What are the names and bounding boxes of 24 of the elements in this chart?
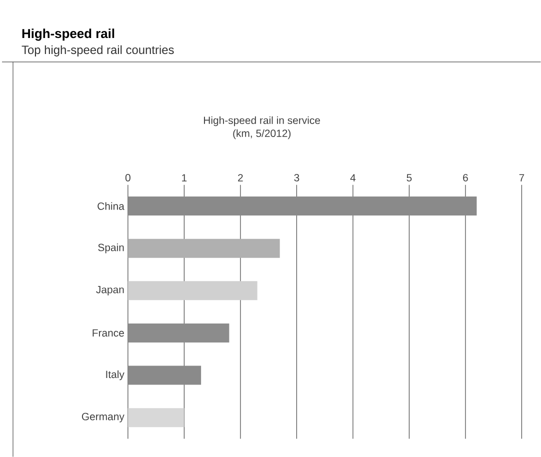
y-tick-label: China — [98, 202, 124, 210]
bar — [128, 408, 184, 428]
x-tick-label: 6 — [463, 174, 468, 182]
chart-subtitle: Top high-speed rail countries — [22, 45, 174, 56]
y-tick-label: Japan — [96, 286, 124, 296]
x-tick-label: 0 — [125, 174, 130, 182]
bar — [128, 238, 280, 258]
x-tick-label: 4 — [350, 174, 356, 182]
x-tick-label: 2 — [238, 174, 243, 182]
x-tick-label: 7 — [519, 174, 524, 182]
bar — [128, 196, 477, 216]
x-tick-label: 1 — [182, 174, 187, 182]
y-tick-label: Germany — [82, 412, 124, 422]
x-axis-title: High-speed rail in service — [204, 116, 320, 126]
bar — [128, 366, 202, 385]
x-tick-label: 5 — [406, 174, 412, 182]
text: (km, 5/2012) — [233, 129, 291, 140]
chart-title: High-speed rail — [22, 28, 114, 41]
y-tick-label: Italy — [106, 370, 124, 380]
y-tick-label: France — [92, 329, 124, 337]
bar — [128, 281, 258, 300]
y-tick-label: Spain — [98, 243, 124, 254]
x-tick-label: 3 — [294, 174, 300, 182]
bar — [128, 323, 230, 342]
